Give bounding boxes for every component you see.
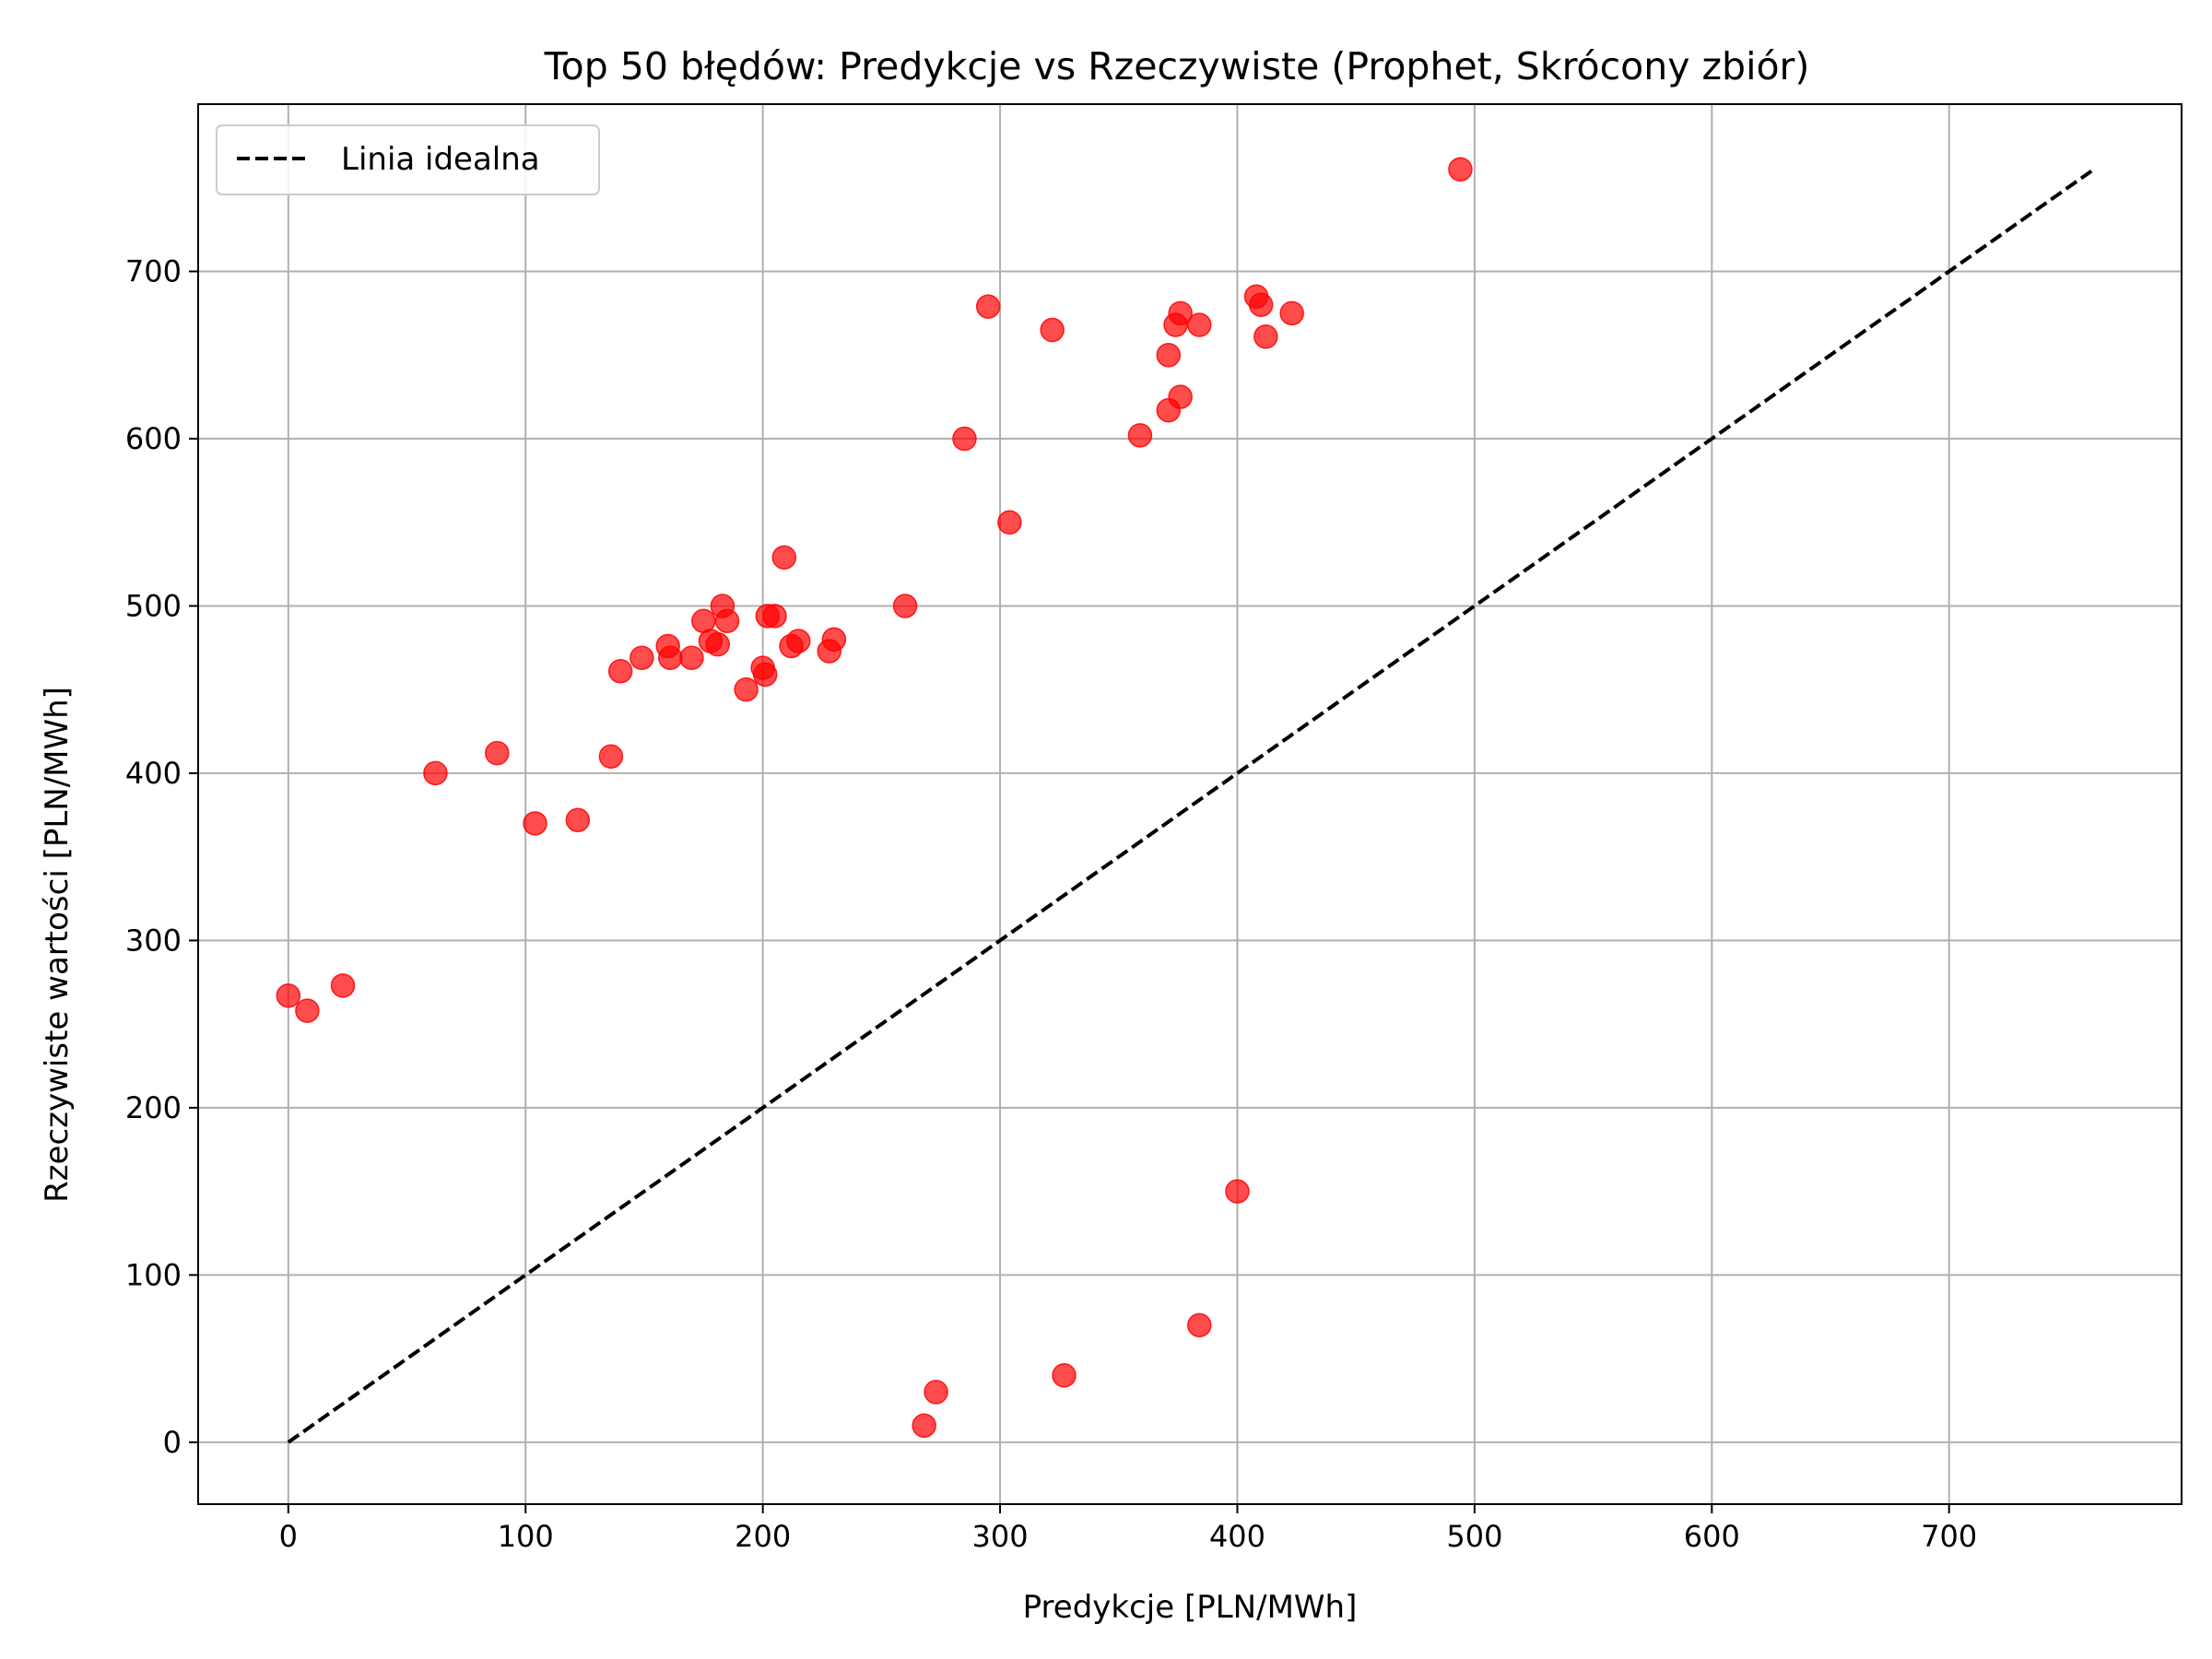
data-point bbox=[1127, 423, 1153, 448]
data-point bbox=[892, 594, 918, 618]
data-point bbox=[1040, 317, 1065, 343]
data-point bbox=[1253, 324, 1278, 349]
legend-ideal-line-label: Linia idealna bbox=[341, 141, 540, 178]
x-tick-label: 600 bbox=[1684, 1519, 1740, 1554]
data-point bbox=[705, 631, 730, 657]
y-axis-label: Rzeczywiste wartości [PLN/MWh] bbox=[39, 687, 76, 1203]
x-tick-label: 0 bbox=[279, 1519, 298, 1554]
ticks-layer: 0 100 200 300 400 500 600 700 0 100 200 300 400 500 60… bbox=[125, 253, 1977, 1554]
data-point bbox=[485, 740, 510, 766]
x-tick-label: 200 bbox=[735, 1519, 791, 1554]
y-tick-label: 400 bbox=[125, 756, 182, 791]
data-point bbox=[924, 1380, 948, 1405]
x-tick-label: 500 bbox=[1446, 1519, 1502, 1554]
x-tick-label: 700 bbox=[1921, 1519, 1977, 1554]
data-point bbox=[1168, 300, 1193, 326]
data-point bbox=[658, 645, 683, 670]
plot-frame bbox=[197, 103, 2183, 1505]
x-axis-label: Predykcje [PLN/MWh] bbox=[1023, 1589, 1358, 1626]
data-point bbox=[565, 807, 591, 832]
grid-layer bbox=[198, 104, 2182, 1504]
y-tick-label: 100 bbox=[125, 1257, 182, 1292]
data-point bbox=[1448, 157, 1473, 182]
data-point bbox=[786, 629, 811, 653]
legend: Linia idealna bbox=[216, 124, 600, 195]
points-layer bbox=[276, 157, 1473, 1438]
data-point bbox=[752, 662, 778, 688]
data-point bbox=[523, 811, 547, 836]
x-tick-label: 400 bbox=[1209, 1519, 1265, 1554]
data-point bbox=[330, 973, 356, 998]
x-tick-label: 300 bbox=[972, 1519, 1029, 1554]
data-point bbox=[598, 744, 624, 770]
data-point bbox=[912, 1413, 936, 1438]
data-point bbox=[714, 608, 740, 634]
data-point bbox=[1156, 342, 1182, 368]
data-point bbox=[1052, 1363, 1077, 1388]
data-point bbox=[1279, 300, 1304, 326]
y-tick-label: 300 bbox=[125, 923, 182, 958]
data-point bbox=[276, 983, 301, 1008]
data-point bbox=[679, 645, 704, 670]
x-tick-label: 100 bbox=[498, 1519, 554, 1554]
data-point bbox=[997, 510, 1022, 535]
y-tick-label: 200 bbox=[125, 1090, 182, 1125]
y-tick-label: 500 bbox=[125, 588, 182, 623]
data-point bbox=[762, 604, 787, 629]
data-point bbox=[952, 426, 977, 452]
y-tick-label: 700 bbox=[125, 253, 182, 288]
data-point bbox=[423, 760, 448, 786]
data-point bbox=[1248, 292, 1274, 318]
chart-title: Top 50 błędów: Predykcje vs Rzeczywiste … bbox=[544, 44, 1810, 88]
data-point bbox=[629, 645, 654, 670]
data-point bbox=[607, 658, 633, 684]
y-tick-label: 600 bbox=[125, 421, 182, 456]
data-point bbox=[771, 545, 797, 571]
data-point bbox=[1225, 1179, 1250, 1204]
data-point bbox=[1168, 384, 1193, 409]
data-point bbox=[295, 998, 320, 1023]
data-point bbox=[821, 627, 847, 652]
data-point bbox=[734, 677, 759, 702]
y-tick-label: 0 bbox=[163, 1425, 182, 1460]
data-point bbox=[1187, 1312, 1212, 1338]
data-point bbox=[975, 294, 1001, 319]
legend-box bbox=[216, 124, 600, 195]
data-point bbox=[1187, 312, 1212, 337]
